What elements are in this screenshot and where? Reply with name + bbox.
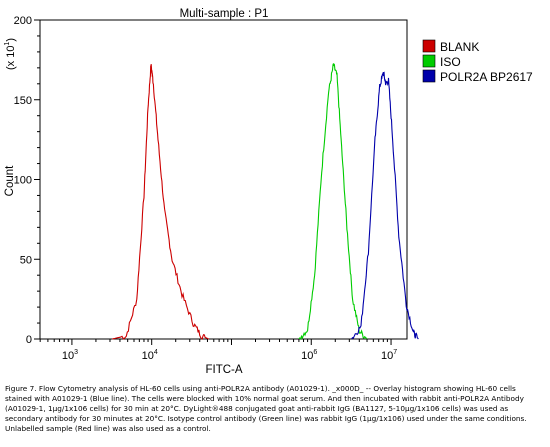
x-tick-label: 106	[301, 349, 317, 362]
series-line-1	[298, 63, 368, 341]
legend-swatch	[422, 39, 436, 53]
chart-title: Multi-sample : P1	[180, 8, 269, 20]
x-tick-label: 103	[62, 349, 78, 362]
y-tick-label: 50	[20, 254, 32, 266]
x-tick-label: 107	[381, 349, 397, 362]
y-tick-label: 150	[14, 95, 32, 107]
y-multiplier-exponent: 1	[4, 42, 11, 46]
x-tick-base: 10	[381, 350, 393, 362]
y-tick-label: 0	[26, 334, 32, 346]
series-layer	[112, 63, 419, 341]
y-multiplier-open: (x 10	[5, 46, 17, 70]
x-tick-exponent: 3	[74, 349, 78, 356]
y-tick-label: 200	[14, 15, 32, 27]
x-tick-label: 104	[142, 349, 158, 362]
x-tick-exponent: 7	[393, 349, 397, 356]
x-tick-base: 10	[62, 350, 74, 362]
figure-caption: Figure 7. Flow Cytometry analysis of HL-…	[5, 384, 527, 433]
x-tick-exponent: 6	[313, 349, 317, 356]
x-tick-base: 10	[301, 350, 313, 362]
x-axis: 103 104 106 107	[39, 339, 397, 362]
x-tick-exponent: 4	[154, 349, 158, 356]
y-axis-multiplier: (x 101)	[4, 38, 17, 70]
legend-label: ISO	[440, 55, 461, 69]
legend-swatch	[422, 69, 436, 83]
y-axis: 0 50 100 150 200	[14, 15, 40, 346]
x-axis-label: FITC-A	[205, 364, 242, 376]
y-tick-label: 100	[14, 175, 32, 187]
series-line-0	[112, 64, 210, 340]
legend-label: BLANK	[440, 40, 479, 54]
legend-label: POLR2A BP2617	[440, 70, 533, 84]
series-line-2	[351, 71, 419, 340]
legend-swatch	[422, 54, 436, 68]
y-multiplier-close: )	[5, 38, 17, 42]
x-tick-base: 10	[142, 350, 154, 362]
y-axis-label: Count	[4, 165, 16, 196]
